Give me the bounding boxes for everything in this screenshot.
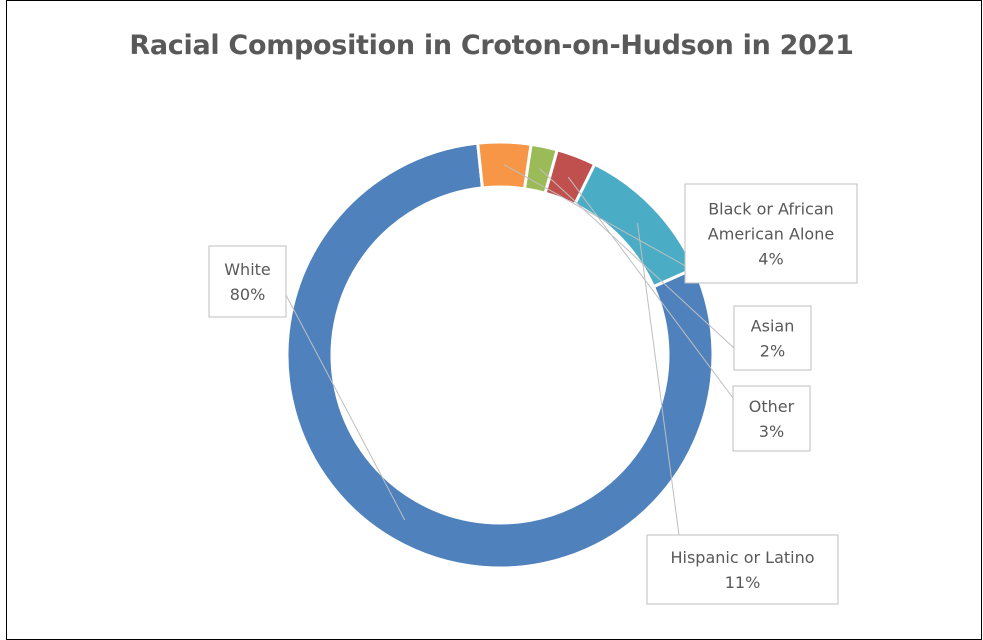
label-box-black-or-african-american-alone <box>684 183 858 284</box>
data-label-name-other: Other <box>749 397 795 416</box>
label-box-hispanic-or-latino <box>646 534 839 605</box>
data-labels: White 80% Black or African American Alone 4%… <box>208 183 858 605</box>
data-label-name-black-or-african-american-alone: Black or African <box>708 200 834 219</box>
leader-line-black-or-african-american-alone <box>503 164 717 284</box>
data-label-value-black-or-african-american-alone: 4% <box>758 250 783 269</box>
leader-line-hispanic-or-latino <box>636 223 680 536</box>
data-label-value-hispanic-or-latino: 11% <box>725 573 761 592</box>
slice-white <box>285 141 715 570</box>
data-label-value-white: 80% <box>230 285 266 304</box>
data-label-name-black-or-african-american-alone: American Alone <box>708 225 834 244</box>
data-label-name-white: White <box>224 260 271 279</box>
slice-hispanic-or-latino <box>572 162 697 289</box>
label-box-white <box>208 245 287 318</box>
data-label-name-asian: Asian <box>751 317 795 336</box>
slice-black-or-african-american-alone <box>476 140 533 191</box>
chart-title: Racial Composition in Croton-on-Hudson i… <box>129 30 854 61</box>
leader-line-white <box>285 294 406 521</box>
data-label-value-other: 3% <box>759 422 784 441</box>
data-label-value-asian: 2% <box>760 342 785 361</box>
leader-line-asian <box>539 168 735 349</box>
leader-line-other <box>567 176 734 399</box>
leader-lines <box>285 164 735 536</box>
donut-slices <box>285 140 715 570</box>
label-box-other <box>732 385 811 452</box>
label-box-asian <box>733 305 812 371</box>
data-label-name-hispanic-or-latino: Hispanic or Latino <box>670 548 814 567</box>
